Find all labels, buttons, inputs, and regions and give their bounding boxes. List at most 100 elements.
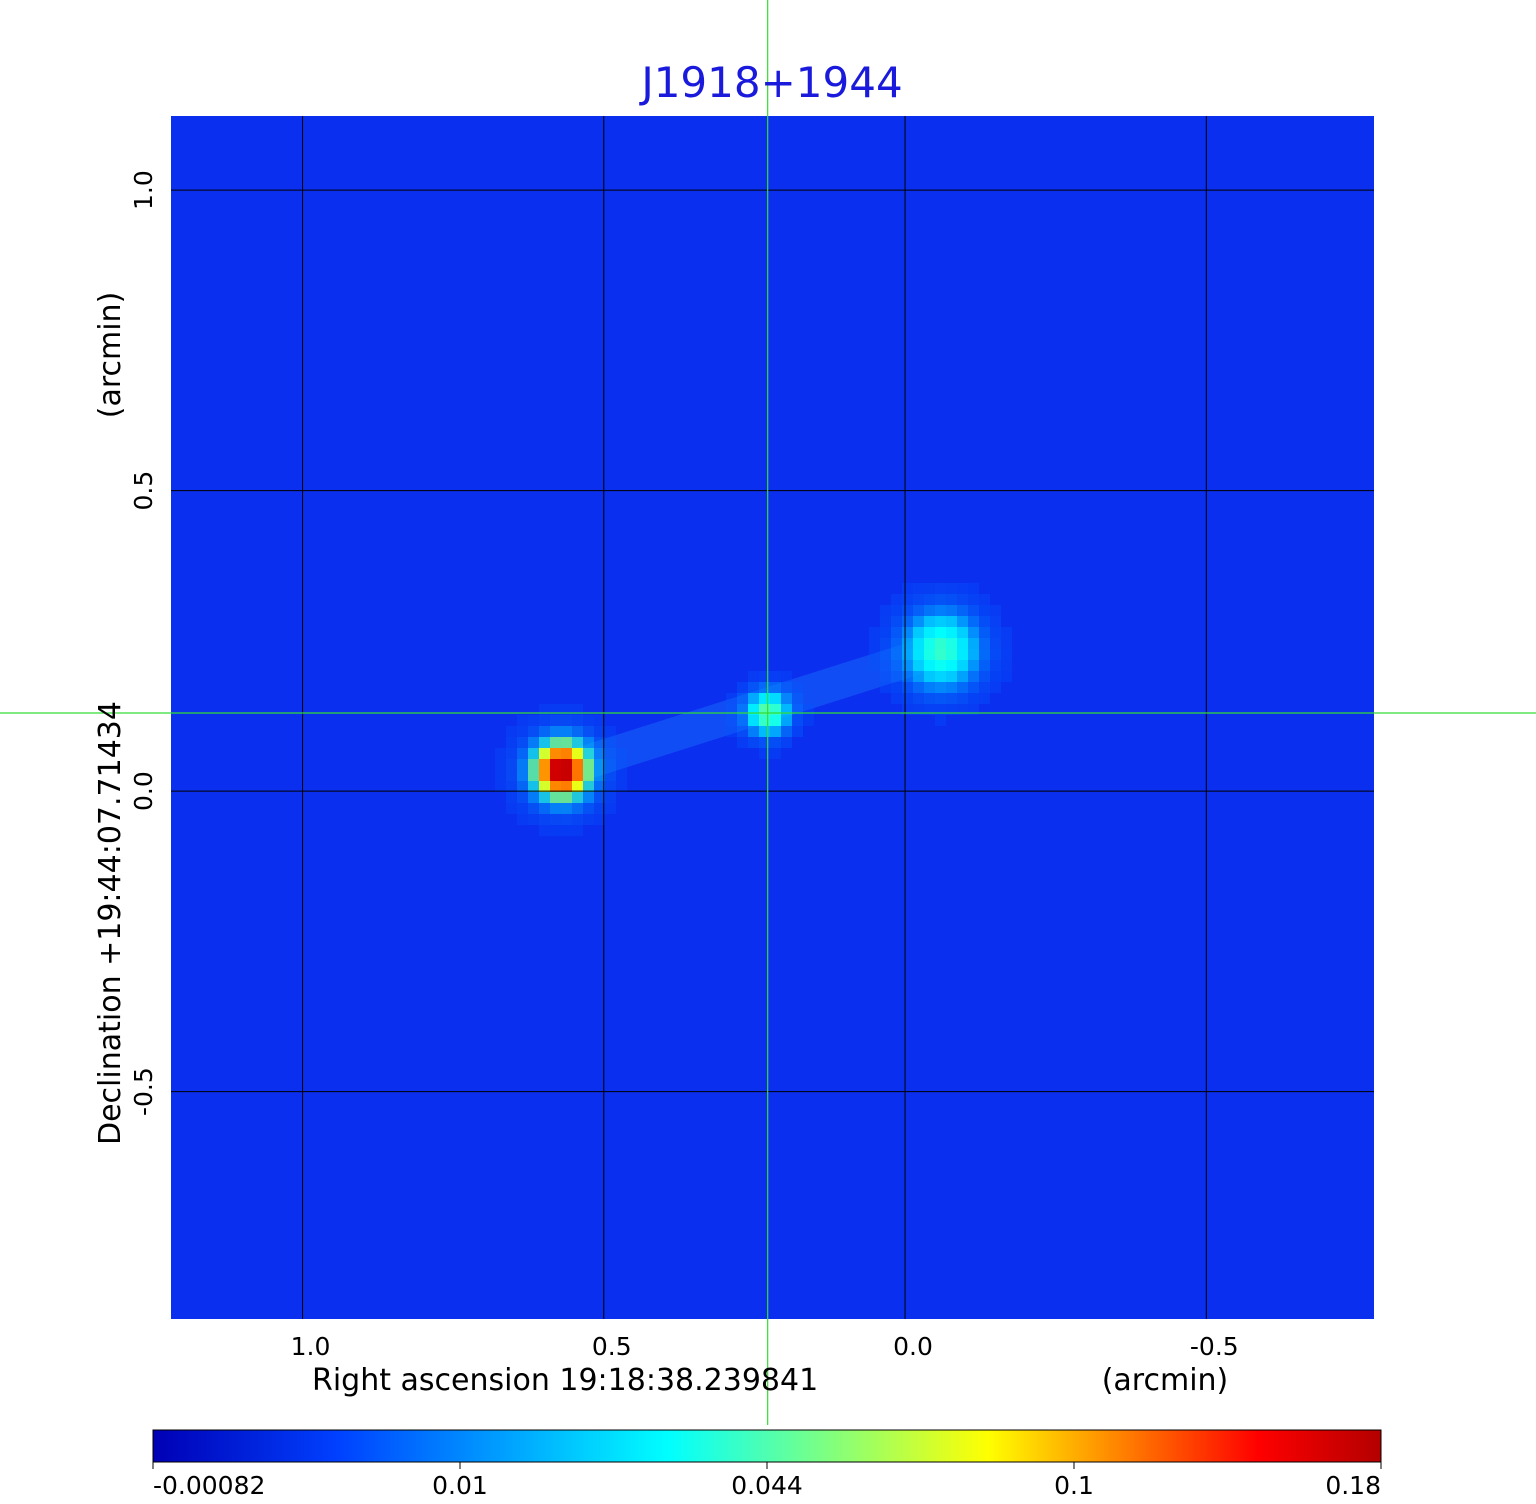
- heat-cell: [726, 704, 737, 715]
- heat-cell: [748, 715, 759, 726]
- heat-cell: [902, 682, 913, 693]
- heat-cell: [968, 583, 979, 594]
- heat-cell: [583, 726, 594, 737]
- heat-cell: [583, 737, 594, 748]
- heat-cell: [539, 726, 550, 737]
- heat-cell: [550, 759, 561, 770]
- heat-cell: [528, 748, 539, 759]
- heat-cell: [506, 726, 517, 737]
- heat-cell: [902, 583, 913, 594]
- heat-cell: [869, 627, 880, 638]
- heat-cell: [891, 682, 902, 693]
- heat-cell: [528, 759, 539, 770]
- heat-cell: [891, 671, 902, 682]
- colorbar-label: 0.1: [1054, 1471, 1094, 1500]
- heat-cell: [968, 627, 979, 638]
- heat-cell: [880, 627, 891, 638]
- heat-cell: [946, 594, 957, 605]
- y-tick-label: 0.0: [129, 771, 158, 811]
- heat-cell: [902, 638, 913, 649]
- heat-cell: [935, 649, 946, 660]
- heat-cell: [572, 715, 583, 726]
- heat-cell: [968, 594, 979, 605]
- heat-cell: [550, 748, 561, 759]
- heat-cell: [781, 704, 792, 715]
- heat-cell: [979, 682, 990, 693]
- heat-cell: [583, 748, 594, 759]
- heat-cell: [979, 627, 990, 638]
- heat-cell: [913, 638, 924, 649]
- heat-cell: [506, 781, 517, 792]
- heat-cell: [935, 627, 946, 638]
- heat-cell: [946, 627, 957, 638]
- heat-cell: [561, 737, 572, 748]
- heat-cell: [902, 693, 913, 704]
- heat-cell: [550, 715, 561, 726]
- heat-cell: [528, 803, 539, 814]
- heat-cell: [550, 781, 561, 792]
- heat-cell: [924, 605, 935, 616]
- heat-cell: [561, 748, 572, 759]
- heat-cell: [550, 814, 561, 825]
- heat-cell: [913, 605, 924, 616]
- heat-cell: [913, 616, 924, 627]
- heat-cell: [924, 704, 935, 715]
- heat-cell: [968, 649, 979, 660]
- heat-cell: [781, 726, 792, 737]
- heat-cell: [539, 704, 550, 715]
- heat-cell: [902, 704, 913, 715]
- heat-cell: [957, 627, 968, 638]
- heat-cell: [594, 737, 605, 748]
- heat-cell: [616, 748, 627, 759]
- heat-cell: [759, 748, 770, 759]
- heat-cell: [880, 682, 891, 693]
- chart-title: J1918+1944: [638, 58, 902, 107]
- heat-cell: [759, 737, 770, 748]
- plot-frame: [169, 114, 1376, 1321]
- heat-cell: [539, 759, 550, 770]
- heat-cell: [990, 649, 1001, 660]
- heat-cell: [781, 671, 792, 682]
- heat-cell: [990, 627, 1001, 638]
- heat-cell: [891, 638, 902, 649]
- heat-cell: [605, 803, 616, 814]
- heat-cell: [528, 781, 539, 792]
- heat-cell: [759, 693, 770, 704]
- y-tick-label: 1.0: [129, 170, 158, 210]
- heat-cell: [968, 671, 979, 682]
- heat-cell: [594, 814, 605, 825]
- heat-cell: [957, 671, 968, 682]
- heat-cell: [880, 671, 891, 682]
- heat-cell: [803, 715, 814, 726]
- heat-cell: [869, 649, 880, 660]
- heat-cell: [946, 649, 957, 660]
- heat-cell: [605, 748, 616, 759]
- heat-cell: [759, 671, 770, 682]
- heat-cell: [517, 781, 528, 792]
- heat-cell: [1001, 671, 1012, 682]
- heat-cell: [935, 605, 946, 616]
- heat-cell: [781, 715, 792, 726]
- heat-cell: [902, 605, 913, 616]
- heat-cell: [957, 660, 968, 671]
- heat-cell: [968, 605, 979, 616]
- heat-cell: [539, 748, 550, 759]
- heat-cell: [957, 583, 968, 594]
- heat-cell: [880, 638, 891, 649]
- heat-cell: [957, 693, 968, 704]
- heat-cell: [946, 660, 957, 671]
- heat-cell: [902, 627, 913, 638]
- heat-cell: [550, 704, 561, 715]
- heat-cell: [594, 781, 605, 792]
- heat-cell: [748, 671, 759, 682]
- heat-cell: [913, 627, 924, 638]
- heat-cell: [968, 660, 979, 671]
- heat-cell: [968, 704, 979, 715]
- heat-cell: [528, 770, 539, 781]
- heat-cell: [1001, 638, 1012, 649]
- heat-cell: [913, 594, 924, 605]
- heat-cell: [935, 594, 946, 605]
- heat-cell: [605, 792, 616, 803]
- heat-cell: [957, 682, 968, 693]
